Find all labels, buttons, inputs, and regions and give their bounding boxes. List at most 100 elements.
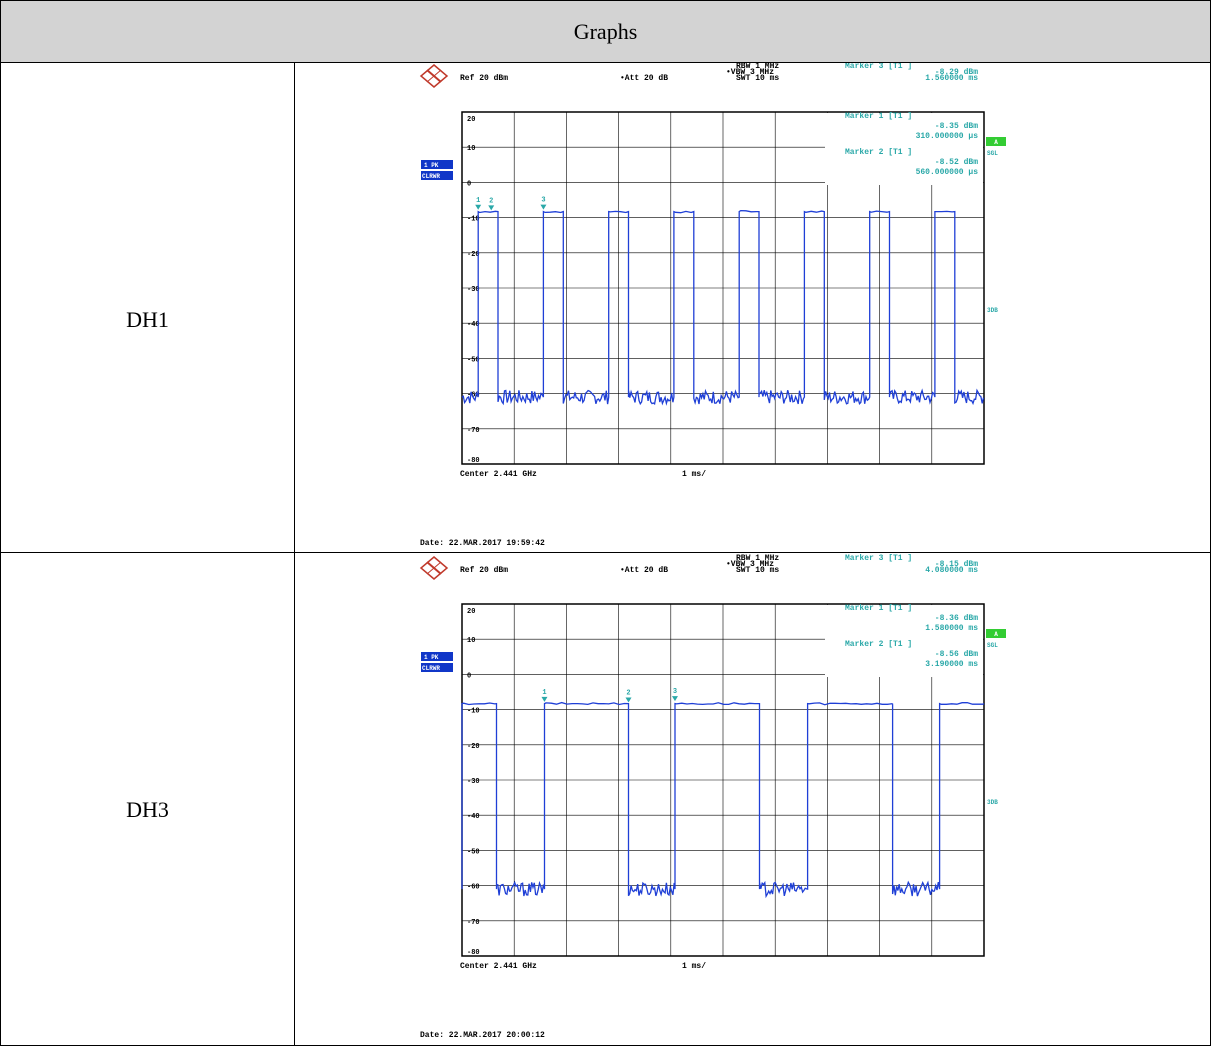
- y-tick-label: -20: [467, 743, 480, 751]
- center-frequency-label: Center 2.441 GHz: [460, 470, 537, 479]
- y-tick-label: 0: [467, 672, 471, 680]
- y-tick-label: 10: [467, 637, 475, 645]
- y-tick-label: -10: [467, 708, 480, 716]
- trace-badge-bg: [421, 171, 453, 180]
- marker-number: 1: [476, 197, 480, 205]
- vbw-label: •VBW 3 MHz: [726, 68, 774, 77]
- attenuation-label: •Att 20 dB: [620, 74, 668, 83]
- y-tick-label: -70: [467, 427, 480, 435]
- y-tick-label: -40: [467, 813, 480, 821]
- trace-badge-detector: CLRWR: [422, 665, 440, 672]
- marker-info-level: -8.56 dBm: [935, 650, 978, 659]
- attenuation-label: •Att 20 dB: [620, 566, 668, 575]
- marker-number: 2: [489, 197, 493, 205]
- marker-triangle: [475, 204, 482, 210]
- y-tick-label: 20: [467, 116, 475, 124]
- sweep-time-label: SWT 10 ms: [736, 74, 779, 83]
- marker-triangle: [540, 204, 547, 210]
- marker-info-title: Marker 2 [T1 ]: [845, 640, 912, 649]
- marker-info-title: Marker 2 [T1 ]: [845, 148, 912, 157]
- trace-badge-bg: [421, 652, 453, 661]
- y-tick-label: -10: [467, 216, 480, 224]
- marker-triangle: [671, 696, 678, 702]
- y-tick-label: 0: [467, 180, 471, 188]
- marker-info-level: -8.35 dBm: [935, 122, 978, 131]
- trace-badge-bg: [421, 160, 453, 169]
- y-tick-label: -40: [467, 321, 480, 329]
- side-3db-label: 3DB: [987, 307, 998, 314]
- span-per-div-label: 1 ms/: [682, 962, 706, 971]
- rbw-label: RBW 1 MHz: [736, 62, 779, 71]
- marker-info-time: 1.560000 ms: [925, 74, 978, 83]
- trace-badge-bg: [421, 663, 453, 672]
- side-3db-label: 3DB: [987, 799, 998, 806]
- mode-label-dh1: DH1: [126, 307, 169, 332]
- sgl-label: SGL: [987, 150, 998, 157]
- ref-level-label: Ref 20 dBm: [460, 566, 508, 575]
- vbw-label: •VBW 3 MHz: [726, 560, 774, 569]
- center-frequency-label: Center 2.441 GHz: [460, 962, 537, 971]
- ref-level-label: Ref 20 dBm: [460, 74, 508, 83]
- marker-info-title: Marker 1 [T1 ]: [845, 112, 912, 121]
- badge-a: A: [994, 631, 998, 638]
- marker-number: 3: [541, 197, 545, 205]
- sgl-label: SGL: [987, 642, 998, 649]
- y-tick-label: -30: [467, 286, 480, 294]
- y-tick-label: 10: [467, 145, 475, 153]
- marker-info-level: -8.52 dBm: [935, 158, 978, 167]
- y-tick-label: 20: [467, 608, 475, 616]
- trace-badge-mode: 1 PK: [424, 162, 439, 169]
- marker-info-level: -8.15 dBm: [935, 560, 978, 569]
- marker-info-time: 4.080000 ms: [925, 566, 978, 575]
- marker-info-box: [825, 605, 983, 677]
- marker-number: 3: [673, 688, 677, 696]
- sgl-badge-bg: [986, 137, 1006, 146]
- y-tick-label: -70: [467, 919, 480, 927]
- marker-triangle: [541, 696, 548, 702]
- marker-info-title: Marker 3 [T1 ]: [845, 554, 912, 563]
- table-border-column: [294, 62, 295, 1046]
- table-border-top: [0, 0, 1211, 1]
- table-header: Graphs: [1, 1, 1210, 62]
- marker-info-level: -8.29 dBm: [935, 68, 978, 77]
- mode-label-dh3: DH3: [126, 797, 169, 822]
- rs-logo-icon: [419, 64, 449, 88]
- marker-number: 2: [626, 690, 630, 698]
- y-tick-label: -60: [467, 392, 480, 400]
- logo-stroke: [426, 69, 442, 83]
- trace-badge-mode: 1 PK: [424, 654, 439, 661]
- marker-info-time: 560.000000 µs: [916, 168, 979, 177]
- marker-info-title: Marker 1 [T1 ]: [845, 604, 912, 613]
- capture-date-label: Date: 22.MAR.2017 19:59:42: [420, 539, 545, 548]
- y-tick-label: -60: [467, 884, 480, 892]
- badge-a: A: [994, 139, 998, 146]
- header-title: Graphs: [573, 18, 638, 44]
- marker-info-level: -8.36 dBm: [935, 614, 978, 623]
- y-tick-label: -50: [467, 848, 480, 856]
- trace-badge-detector: CLRWR: [422, 173, 440, 180]
- marker-triangle: [625, 697, 632, 703]
- signal-trace: [461, 701, 985, 899]
- table-border-row: [0, 552, 1211, 553]
- marker-info-box: [825, 113, 983, 185]
- y-tick-label: -20: [467, 251, 480, 259]
- rs-logo-icon: [419, 556, 449, 580]
- sweep-time-label: SWT 10 ms: [736, 566, 779, 575]
- y-tick-label: -50: [467, 356, 480, 364]
- span-per-div-label: 1 ms/: [682, 470, 706, 479]
- table-border-left: [0, 0, 1, 1046]
- table-border-header: [0, 62, 1211, 63]
- sgl-badge-bg: [986, 629, 1006, 638]
- marker-info-time: 310.000000 µs: [916, 132, 979, 141]
- y-tick-label: -30: [467, 778, 480, 786]
- marker-triangle: [488, 205, 495, 211]
- capture-date-label: Date: 22.MAR.2017 20:00:12: [420, 1031, 545, 1040]
- logo-stroke: [426, 561, 442, 575]
- signal-trace: [461, 209, 985, 406]
- rbw-label: RBW 1 MHz: [736, 554, 779, 563]
- marker-info-time: 1.580000 ms: [925, 624, 978, 633]
- marker-number: 1: [542, 689, 546, 697]
